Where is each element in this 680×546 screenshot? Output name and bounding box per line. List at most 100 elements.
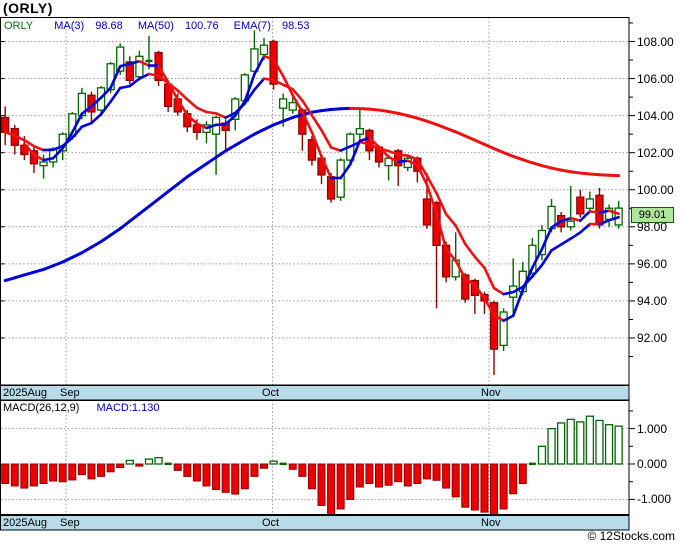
ma50-line [367, 107, 381, 112]
ma3-line [51, 147, 65, 160]
macd-panel [0, 400, 629, 515]
ma3-line [176, 98, 189, 117]
macd-bar-negative [480, 463, 489, 513]
ema7-line [80, 121, 93, 129]
ma50-line [13, 273, 26, 280]
ma3-line [186, 113, 199, 125]
ema7-line [243, 88, 256, 105]
ma3-line [463, 277, 477, 287]
macd-bar-negative [1, 463, 10, 484]
ma50-line [70, 251, 84, 259]
ma50-line [214, 149, 228, 159]
ma3-line [454, 259, 467, 280]
ma50-line [233, 138, 247, 147]
macd-bar-negative [307, 463, 316, 490]
candle-body [326, 176, 336, 200]
macd-bar-positive [585, 415, 595, 465]
legend-symbol: ORLY [4, 20, 34, 32]
ma3-line [368, 136, 381, 149]
macd-bar-negative [58, 463, 67, 483]
ma50-line [252, 128, 266, 136]
macd-bar-negative [183, 463, 192, 477]
ema7-line [406, 154, 419, 161]
macd-bar-negative [10, 463, 19, 487]
ma3-line [425, 183, 438, 216]
ema7-line [396, 153, 410, 157]
macd-bar-negative [116, 463, 125, 469]
ma3-line [473, 283, 486, 300]
macd-bar-negative [518, 463, 527, 484]
ma50-line [597, 173, 611, 177]
ma3-line [521, 266, 534, 292]
ma3-line [70, 112, 84, 134]
macd-bar-negative [442, 463, 451, 489]
candle-body [279, 98, 288, 109]
ma50-line [463, 134, 477, 142]
ema7-line [138, 72, 151, 80]
ma50-line [435, 123, 448, 130]
macd-bar-negative [499, 463, 508, 510]
ma50-line [578, 171, 592, 176]
date-axis-strip [0, 385, 630, 401]
ma3-line [396, 159, 410, 164]
ema7-line [320, 128, 333, 149]
ma50-line [262, 123, 276, 132]
ma3-line [32, 153, 45, 162]
candle-body [288, 101, 297, 111]
macd-bar-negative [135, 463, 144, 467]
ema7-line [511, 285, 525, 294]
ma3-line [511, 288, 525, 318]
ema7-line [578, 222, 592, 234]
ma50-line [204, 155, 218, 166]
ma3-line [588, 210, 601, 214]
ema7-line [444, 212, 457, 227]
ma50-line [387, 110, 400, 115]
ma50-line [157, 190, 170, 201]
macd-bar-positive [537, 445, 547, 465]
macd-bar-positive [144, 458, 154, 465]
ma50-line [406, 114, 419, 120]
ma3-line [109, 64, 122, 90]
main-chart-panel [0, 17, 629, 385]
ema7-line [598, 218, 611, 226]
price-axis-label: 100.00 [637, 182, 674, 197]
ma50-line [118, 219, 132, 231]
ma50-line [569, 170, 582, 175]
ema7-line [128, 77, 141, 88]
ema7-line [540, 249, 553, 267]
candle-body [39, 161, 48, 167]
ema7-line [329, 146, 342, 152]
ema7-line [368, 142, 381, 150]
ma3-line [377, 145, 390, 159]
price-axis-label: 94.00 [637, 293, 668, 308]
macd-bar-negative [384, 463, 393, 486]
ma50-line [109, 227, 122, 237]
ma50-line [588, 172, 601, 177]
ma3-line [301, 110, 314, 134]
ma3-line [348, 139, 362, 166]
candle-body [307, 139, 317, 161]
ema7-line [559, 237, 573, 246]
macd-bar-negative [490, 463, 499, 516]
ma3-line [387, 155, 400, 164]
ma50-line [492, 147, 506, 155]
price-axis-label: 98.00 [637, 219, 668, 234]
macd-bar-positive [154, 456, 163, 465]
price-axis-label: 92.00 [637, 330, 668, 345]
ma3-line [492, 313, 505, 322]
ema7-line [358, 140, 371, 146]
ema7-line [99, 100, 112, 116]
ema7-line [32, 144, 45, 152]
macd-bar-positive [269, 460, 278, 465]
candle-body [576, 196, 585, 215]
ema7-line [550, 243, 563, 252]
ma50-line [224, 143, 237, 153]
ma50-line [80, 245, 93, 255]
ma3-line [166, 80, 180, 101]
candle-body [1, 116, 10, 133]
ema7-line [607, 215, 620, 222]
macd-bar-negative [259, 463, 268, 469]
legend-ema7-value: 98.53 [282, 20, 310, 32]
macd-bar-negative [432, 463, 441, 481]
